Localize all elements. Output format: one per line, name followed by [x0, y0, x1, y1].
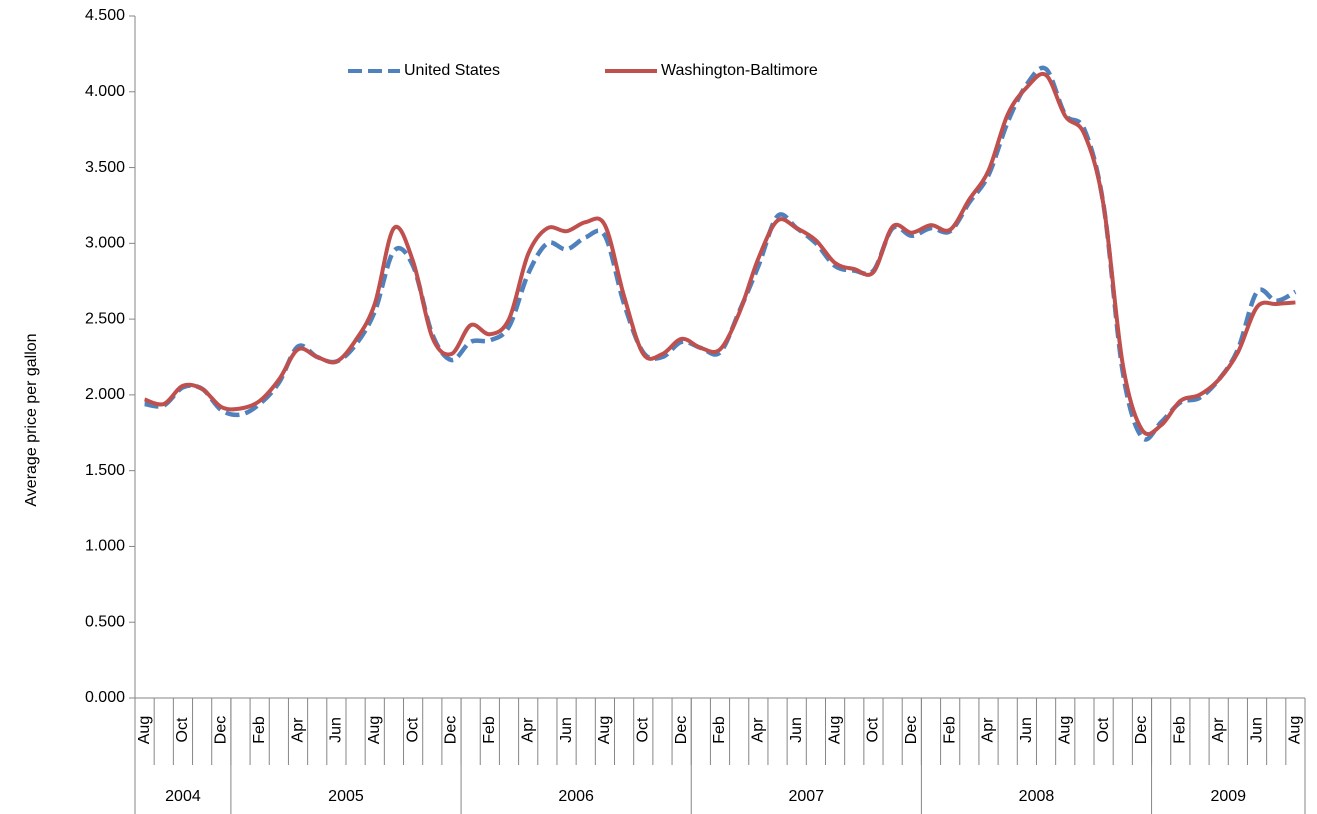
series-line: [144, 65, 1297, 442]
y-tick-label: 1.500: [85, 462, 125, 479]
x-tick-label: Feb: [251, 716, 268, 744]
x-tick-label: Aug: [826, 716, 843, 744]
x-tick-label: Aug: [1056, 716, 1073, 744]
y-tick-label: 3.000: [85, 235, 125, 252]
y-tick-label: 4.000: [85, 83, 125, 100]
x-tick-label: Feb: [711, 716, 728, 744]
x-tick-label: Dec: [903, 716, 920, 744]
y-tick-label: 1.000: [85, 538, 125, 555]
x-tick-label: Aug: [596, 716, 613, 744]
y-axis-label: Average price per gallon: [23, 333, 40, 506]
year-label: 2006: [558, 788, 594, 805]
x-tick-label: Oct: [865, 717, 882, 742]
x-tick-label: Oct: [174, 717, 191, 742]
x-tick-label: Aug: [136, 716, 153, 744]
x-tick-label: Feb: [1172, 716, 1189, 744]
x-tick-label: Dec: [673, 716, 690, 744]
x-tick-label: Jun: [558, 717, 575, 743]
year-label: 2009: [1210, 788, 1246, 805]
series-line: [143, 71, 1296, 437]
x-tick-label: Apr: [750, 717, 767, 743]
x-tick-label: Apr: [519, 717, 536, 743]
x-tick-label: Oct: [1095, 717, 1112, 742]
x-tick-label: Jun: [328, 717, 345, 743]
x-tick-label: Apr: [980, 717, 997, 743]
x-tick-label: Apr: [1210, 717, 1227, 743]
y-tick-label: 0.500: [85, 613, 125, 630]
year-label: 2007: [789, 788, 825, 805]
year-label: 2008: [1019, 788, 1055, 805]
legend-label: United States: [404, 62, 500, 79]
year-label: 2004: [165, 788, 201, 805]
year-label: 2005: [328, 788, 364, 805]
x-tick-label: Dec: [443, 716, 460, 744]
y-tick-label: 0.000: [85, 689, 125, 706]
x-tick-label: Jun: [788, 717, 805, 743]
x-tick-label: Jun: [1248, 717, 1265, 743]
legend-label: Washington-Baltimore: [661, 62, 818, 79]
y-tick-label: 2.500: [85, 310, 125, 327]
y-tick-label: 2.000: [85, 386, 125, 403]
x-tick-label: Oct: [634, 717, 651, 742]
x-tick-label: Feb: [941, 716, 958, 744]
x-tick-label: Aug: [1287, 716, 1304, 744]
x-tick-label: Apr: [289, 717, 306, 743]
y-tick-label: 4.500: [85, 7, 125, 24]
x-tick-label: Dec: [1133, 716, 1150, 744]
y-tick-label: 3.500: [85, 159, 125, 176]
x-tick-label: Aug: [366, 716, 383, 744]
x-tick-label: Oct: [404, 717, 421, 742]
x-tick-label: Jun: [1018, 717, 1035, 743]
x-tick-label: Dec: [213, 716, 230, 744]
x-tick-label: Feb: [481, 716, 498, 744]
